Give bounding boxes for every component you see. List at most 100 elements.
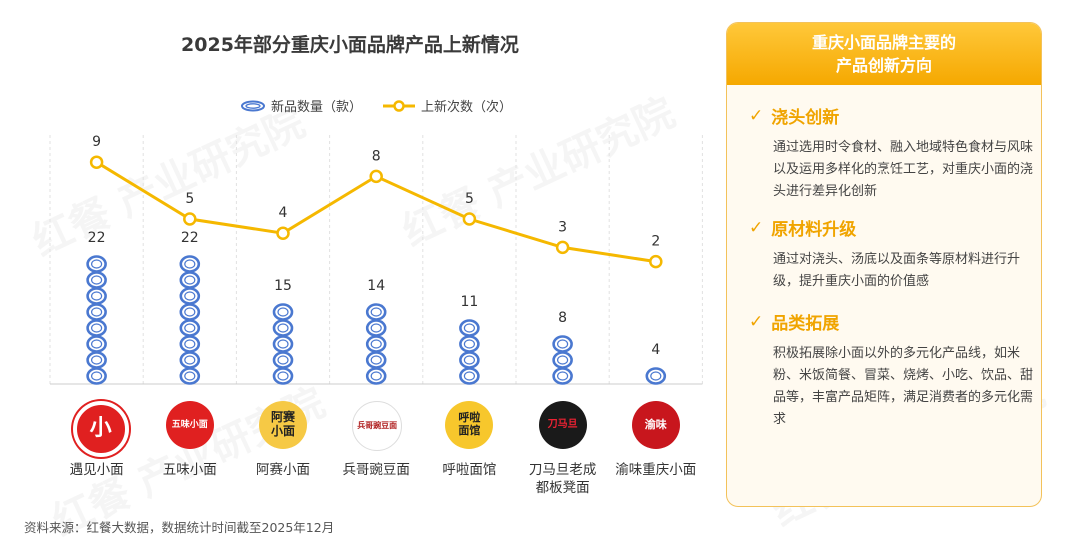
ring-mark: [86, 351, 107, 369]
ring-mark-inner: [556, 371, 569, 381]
legend-products: 新品数量（款）: [240, 96, 362, 115]
ring-mark-inner: [90, 307, 103, 317]
brand-name-label: 五味小面: [162, 462, 217, 478]
ring-mark-inner: [90, 275, 103, 285]
ring-mark: [272, 351, 294, 369]
brand-logo: 呼啦 面馆: [445, 401, 494, 449]
ring-mark-inner: [277, 371, 289, 381]
ring-mark: [179, 255, 201, 273]
brand-name-label: 阿赛小面: [256, 462, 310, 478]
ring-mark-inner: [184, 307, 196, 317]
ring-mark-inner: [90, 259, 103, 269]
section-body: 通过对浇头、汤底以及面条等原材料进行升级，提升重庆小面的价值感: [773, 252, 1021, 289]
ring-mark-inner: [463, 371, 475, 381]
ring-mark: [179, 367, 201, 385]
ring-mark: [86, 335, 107, 353]
section-body: 积极拓展除小面以外的多元化产品线，如米粉、米饭简餐、冒菜、烧烤、小吃、饮品、甜品…: [773, 346, 1034, 427]
ring-mark-inner: [650, 371, 662, 381]
ring-mark: [272, 303, 294, 321]
ring-mark: [365, 335, 387, 353]
ring-mark: [272, 367, 294, 385]
ring-mark: [552, 351, 573, 369]
ring-mark: [86, 287, 107, 305]
ring-mark-inner: [90, 355, 103, 365]
launches-point: [462, 212, 477, 226]
launches-data-label: 5: [465, 191, 474, 207]
bar-products: [459, 319, 480, 385]
ring-mark: [179, 303, 201, 321]
launches-data-label: 2: [651, 234, 660, 250]
ring-icon: [241, 100, 265, 111]
products-data-label: 11: [460, 294, 478, 310]
brand-name-label: 呼啦面馆: [442, 462, 497, 478]
launches-data-label: 8: [372, 148, 381, 164]
ring-mark: [459, 319, 480, 337]
ring-mark: [272, 319, 294, 337]
launches-point: [276, 226, 290, 240]
brand-name-label: 刀马旦老成 都板凳面: [528, 462, 597, 496]
ring-mark: [179, 335, 201, 353]
brand-logo: 阿赛 小面: [259, 401, 307, 449]
brand-logo: 五味小面: [165, 401, 214, 449]
brand-logo: 渝味: [631, 401, 680, 449]
ring-mark-inner: [370, 323, 382, 333]
panel-header: 重庆小面品牌主要的 产品创新方向: [727, 23, 1041, 85]
ring-mark-inner: [277, 323, 289, 333]
panel-title-line2: 产品创新方向: [835, 56, 932, 75]
ring-mark-inner: [184, 291, 196, 301]
line-marker-icon: [383, 99, 416, 112]
ring-mark-inner: [90, 339, 103, 349]
ring-mark: [86, 303, 107, 321]
ring-mark: [86, 255, 107, 273]
launches-data-label: 5: [185, 191, 194, 207]
ring-mark: [365, 367, 387, 385]
legend-launches-label: 上新次数（次）: [421, 100, 513, 115]
section-topping: ✓ 浇头创新 通过选用时令食材、融入地域特色食材与风味以及运用多样化的烹饪工艺，…: [749, 103, 1034, 203]
section-title: 原材料升级: [771, 220, 857, 240]
ring-mark: [86, 319, 107, 337]
ring-mark-inner: [370, 371, 382, 381]
ring-mark-inner: [556, 355, 569, 365]
ring-mark: [459, 351, 480, 369]
ring-mark-inner: [463, 355, 475, 365]
ring-mark-inner: [90, 291, 103, 301]
section-title: 浇头创新: [771, 108, 840, 128]
bar-products: [645, 367, 667, 385]
ring-mark-inner: [370, 339, 382, 349]
ring-mark: [179, 319, 201, 337]
brand-name-label: 渝味重庆小面: [615, 462, 697, 478]
launches-point: [649, 254, 663, 269]
legend-launches: 上新次数（次）: [382, 96, 512, 115]
ring-mark: [365, 351, 387, 369]
source-note: 资料来源：红餐大数据，数据统计时间截至2025年12月: [24, 520, 335, 535]
section-body: 通过选用时令食材、融入地域特色食材与风味以及运用多样化的烹饪工艺，对重庆小面的浇…: [773, 140, 1034, 199]
products-data-label: 14: [367, 278, 385, 294]
ring-mark: [86, 271, 107, 289]
ring-mark-inner: [184, 371, 196, 381]
bar-products: [552, 335, 573, 385]
chart-title: 2025年部分重庆小面品牌产品上新情况: [181, 34, 519, 56]
products-data-label: 22: [181, 230, 199, 246]
products-data-label: 15: [274, 278, 292, 294]
ring-mark: [272, 335, 294, 353]
products-data-label: 8: [558, 310, 567, 326]
brand-logo: 小: [72, 401, 129, 457]
launches-point: [89, 155, 104, 169]
chart-legend: 新品数量（款） 上新次数（次）: [240, 96, 526, 115]
ring-mark-inner: [556, 339, 569, 349]
chart-area: 22 22 15 14 11 8 4 9 5 4 8 5 3 2: [49, 134, 703, 385]
products-data-label: 4: [651, 342, 660, 358]
ring-mark: [179, 287, 201, 305]
bar-products: [272, 303, 294, 385]
ring-mark-inner: [184, 339, 196, 349]
ring-mark-inner: [184, 323, 196, 333]
legend-products-label: 新品数量（款）: [271, 100, 363, 115]
ring-mark: [365, 303, 387, 321]
ring-mark-inner: [184, 259, 196, 269]
check-icon: ✓: [749, 105, 764, 126]
bar-products: [179, 255, 201, 385]
ring-mark: [459, 367, 480, 385]
ring-mark-inner: [277, 307, 289, 317]
ring-mark-inner: [90, 371, 103, 381]
bar-products: [86, 255, 107, 385]
